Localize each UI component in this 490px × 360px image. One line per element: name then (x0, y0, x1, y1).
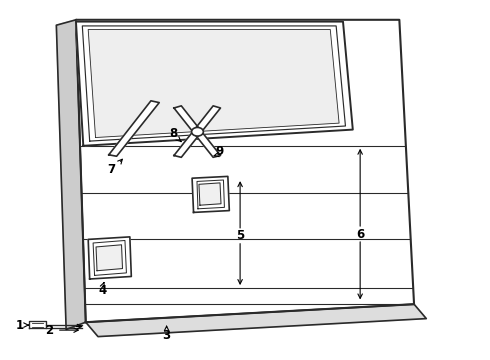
Text: 8: 8 (169, 127, 177, 140)
Polygon shape (192, 176, 229, 212)
Polygon shape (88, 237, 131, 279)
Text: 1: 1 (16, 319, 24, 332)
Polygon shape (199, 183, 221, 205)
Polygon shape (29, 321, 46, 328)
Polygon shape (76, 22, 353, 146)
Polygon shape (88, 30, 339, 138)
Polygon shape (86, 304, 426, 337)
Text: 3: 3 (163, 329, 171, 342)
Polygon shape (174, 106, 220, 157)
Polygon shape (109, 101, 159, 156)
Text: 2: 2 (45, 324, 53, 337)
Text: 4: 4 (99, 284, 107, 297)
Polygon shape (96, 245, 122, 271)
Text: 9: 9 (216, 145, 223, 158)
Polygon shape (76, 20, 414, 322)
Text: 5: 5 (236, 229, 244, 242)
Polygon shape (174, 106, 220, 157)
Circle shape (192, 127, 203, 136)
Text: 7: 7 (108, 163, 116, 176)
Text: 6: 6 (356, 228, 364, 240)
Polygon shape (56, 20, 86, 329)
